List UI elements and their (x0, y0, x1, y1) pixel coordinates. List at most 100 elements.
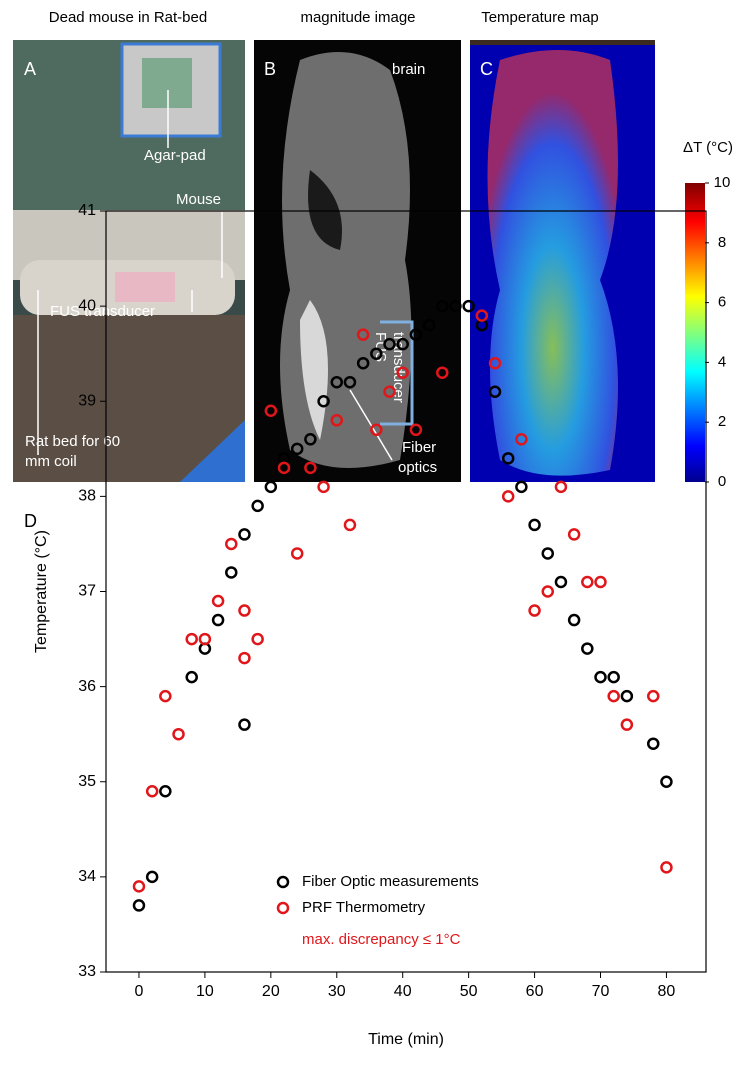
point (462, 299, 475, 313)
colorbar-tick-label: 8 (718, 234, 726, 251)
point (528, 604, 541, 617)
point (159, 689, 172, 703)
panel-label: D (24, 511, 37, 531)
point (304, 461, 317, 475)
label: Fiber (402, 439, 436, 456)
point (436, 299, 449, 313)
point (396, 366, 409, 379)
point (383, 337, 396, 351)
point (330, 414, 344, 427)
point (449, 299, 462, 313)
panel-letter: C (480, 59, 493, 79)
point (501, 490, 515, 503)
label: brain (392, 61, 425, 78)
label: Agar-pad (144, 147, 206, 164)
point (554, 575, 568, 589)
label: Mouse (176, 191, 221, 208)
colorbar-tick-label: 2 (718, 413, 726, 430)
point (172, 727, 185, 741)
heat-region (487, 50, 618, 476)
colorbar-tick-label: 0 (718, 473, 726, 490)
x-tick-label: 10 (196, 983, 214, 1000)
point (356, 328, 370, 341)
point (541, 547, 555, 560)
point (383, 385, 396, 398)
point (515, 480, 528, 494)
panel-title: Temperature map (481, 9, 599, 26)
point (145, 785, 159, 798)
point (225, 566, 238, 579)
point (396, 337, 409, 351)
panel-title: Dead mouse in Rat-bed (49, 9, 207, 26)
point (501, 452, 515, 465)
point (290, 442, 304, 456)
point (238, 528, 251, 541)
point (488, 385, 502, 398)
point (488, 356, 502, 370)
point (370, 347, 383, 360)
y-tick-label: 33 (78, 963, 96, 980)
point (620, 718, 634, 731)
x-tick-label: 70 (592, 983, 610, 1000)
legend-marker (276, 875, 290, 889)
point (554, 480, 568, 494)
point (422, 318, 436, 332)
point (330, 375, 344, 389)
label: optics (398, 459, 437, 476)
colorbar-tick-label: 6 (718, 294, 726, 311)
body (280, 52, 412, 468)
x-tick-label: 0 (135, 983, 144, 1000)
annotation: max. discrepancy ≤ 1°C (302, 931, 461, 948)
point (409, 423, 423, 437)
x-tick-label: 30 (328, 983, 346, 1000)
point (304, 433, 317, 446)
point (238, 651, 251, 665)
point (238, 718, 251, 731)
point (647, 737, 660, 750)
point (225, 537, 238, 551)
x-tick-label: 40 (394, 983, 412, 1000)
point (567, 528, 581, 541)
point (132, 899, 146, 912)
point (264, 404, 278, 418)
point (290, 547, 304, 560)
label: mm coil (25, 453, 77, 470)
y-tick-label: 35 (78, 773, 96, 790)
x-tick-label: 50 (460, 983, 478, 1000)
point (185, 670, 198, 684)
point (198, 632, 212, 646)
x-tick-label: 20 (262, 983, 280, 1000)
panel-letter: B (264, 59, 276, 79)
point (475, 309, 489, 322)
point (159, 785, 172, 798)
point (567, 613, 581, 627)
point (594, 575, 607, 589)
point (185, 632, 198, 646)
point (370, 423, 383, 437)
panel-letter: A (24, 59, 36, 79)
x-tick-label: 80 (658, 983, 676, 1000)
point (238, 604, 251, 617)
point (541, 585, 555, 598)
point (264, 480, 278, 494)
point (211, 613, 225, 627)
point (436, 366, 449, 379)
label: FUS (372, 332, 389, 362)
point (132, 880, 146, 893)
panel-c: C Temperature map ΔT (°C) (470, 9, 733, 482)
point (515, 433, 528, 446)
point (211, 594, 225, 608)
point (607, 670, 620, 684)
point (356, 356, 370, 370)
point (528, 518, 541, 532)
legend-label: PRF Thermometry (302, 899, 426, 916)
label: Rat bed for 60 (25, 433, 120, 450)
point (251, 632, 264, 646)
point (594, 670, 607, 684)
label: FUS transducer (50, 303, 155, 320)
point (317, 480, 330, 494)
map-top (470, 40, 655, 45)
legend-marker (276, 901, 290, 915)
point (409, 328, 423, 341)
